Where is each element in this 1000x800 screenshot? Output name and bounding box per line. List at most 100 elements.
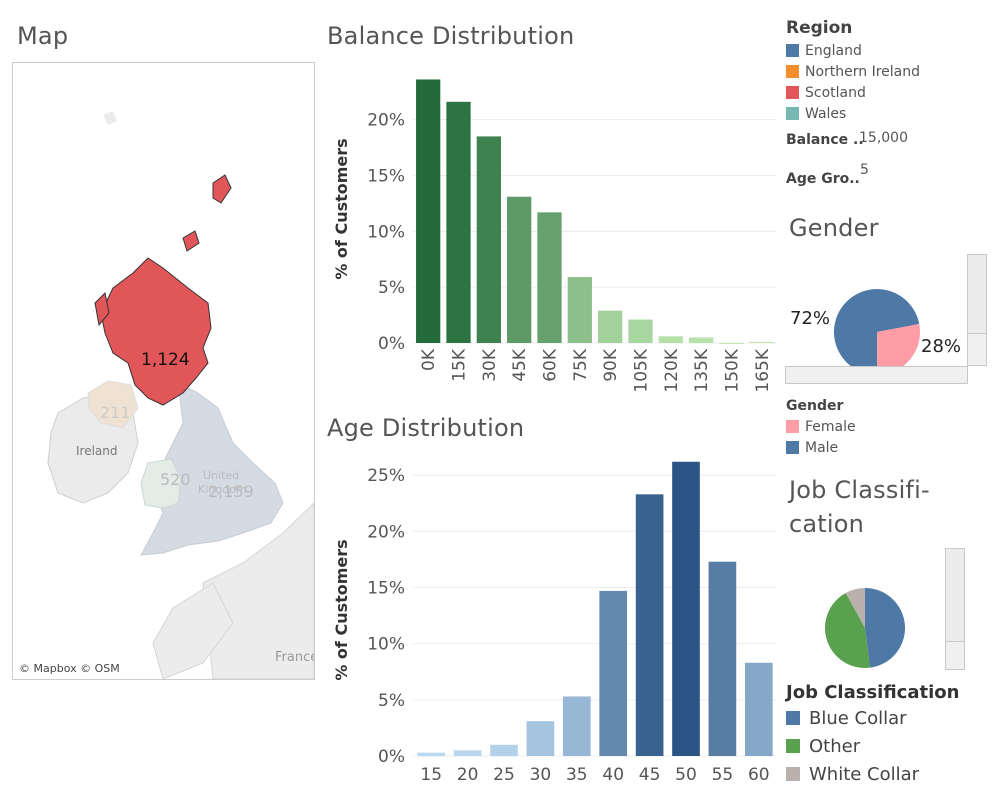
- job-legend-blue-collar[interactable]: Blue Collar: [786, 704, 959, 732]
- age-group-parameter-label: Age Gro..: [786, 171, 860, 187]
- job-pie[interactable]: [815, 578, 915, 678]
- y-tick-label: 20%: [367, 522, 405, 542]
- x-tick-label: 105K: [632, 348, 652, 392]
- x-tick-label: 30: [530, 765, 552, 785]
- map-view[interactable]: 1,124 211 Ireland 520 United Kingdom 2,1…: [12, 62, 315, 680]
- pie-slice[interactable]: [877, 323, 920, 370]
- bar[interactable]: [562, 696, 591, 756]
- balance-parameter-label: Balance ..: [786, 132, 864, 148]
- x-tick-label: 120K: [662, 348, 682, 392]
- bar[interactable]: [672, 461, 700, 756]
- region-legend-northern-ireland[interactable]: Northern Ireland: [786, 61, 986, 82]
- map-canvas[interactable]: 1,124 211 Ireland 520 United Kingdom 2,1…: [13, 63, 314, 679]
- job-legend: Job Classification Blue Collar Other Whi…: [786, 682, 959, 788]
- gender-legend-title: Gender: [786, 398, 844, 414]
- bar[interactable]: [416, 79, 441, 343]
- england-swatch: [786, 44, 799, 57]
- gender-pie[interactable]: [785, 270, 965, 370]
- bar[interactable]: [689, 337, 714, 343]
- bar[interactable]: [744, 662, 773, 756]
- bar[interactable]: [599, 590, 628, 756]
- bar[interactable]: [635, 494, 664, 756]
- legend-label: White Collar: [809, 763, 920, 785]
- gender-legend: Gender Female Male: [786, 398, 856, 458]
- x-tick-label: 55: [712, 765, 734, 785]
- bar[interactable]: [446, 101, 471, 343]
- bar[interactable]: [658, 336, 683, 343]
- job-title-line1: Job Classifi-: [789, 476, 930, 504]
- gender-legend-female[interactable]: Female: [786, 416, 856, 437]
- balance-chart[interactable]: 20% 15% 10% 5% 0% % of Customers 0K 15K 30K 45K 60…: [325, 58, 785, 398]
- bar[interactable]: [507, 196, 532, 343]
- other-swatch: [786, 739, 800, 753]
- bar[interactable]: [476, 136, 501, 343]
- bar[interactable]: [719, 343, 744, 344]
- bar[interactable]: [490, 744, 518, 756]
- x-tick-label: 60: [748, 765, 770, 785]
- legend-label: Wales: [805, 105, 847, 122]
- bar[interactable]: [708, 561, 737, 756]
- bar[interactable]: [749, 341, 774, 343]
- x-tick-label: 20: [457, 765, 479, 785]
- scotland-shape: [100, 257, 212, 406]
- male-swatch: [786, 441, 799, 454]
- map-attribution[interactable]: © Mapbox © OSM: [19, 662, 120, 675]
- legend-label: Female: [805, 418, 856, 435]
- y-tick-label: 25%: [367, 466, 405, 486]
- balance-chart-title: Balance Distribution: [327, 22, 575, 50]
- wales-swatch: [786, 107, 799, 120]
- x-tick-label: 45: [639, 765, 661, 785]
- region-legend-scotland[interactable]: Scotland: [786, 82, 986, 103]
- map-label-scotland: 1,124: [141, 350, 190, 370]
- bar[interactable]: [537, 212, 562, 343]
- legend-label: Blue Collar: [809, 707, 907, 729]
- gender-male-label: 72%: [790, 308, 831, 329]
- x-tick-label: 30K: [480, 348, 500, 382]
- gender-vertical-scrollbar[interactable]: [967, 254, 987, 366]
- gender-female-label: 28%: [921, 336, 962, 357]
- bar[interactable]: [453, 750, 482, 756]
- x-tick-label: 40: [602, 765, 624, 785]
- job-legend-other[interactable]: Other: [786, 732, 959, 760]
- france-shape: [202, 502, 314, 679]
- y-tick-label: 15%: [367, 167, 405, 187]
- gender-horizontal-scrollbar[interactable]: [785, 366, 968, 384]
- map-label-united: United: [203, 469, 239, 482]
- x-tick-label: 0K: [419, 348, 439, 371]
- scrollbar-thumb[interactable]: [968, 255, 986, 334]
- legend-label: Other: [809, 735, 861, 757]
- y-tick-label: 0%: [378, 747, 405, 767]
- x-tick-label: 60K: [541, 348, 561, 382]
- bar[interactable]: [567, 277, 592, 343]
- scrollbar-thumb[interactable]: [946, 549, 964, 642]
- scotland-swatch: [786, 86, 799, 99]
- bar[interactable]: [417, 752, 446, 756]
- job-vertical-scrollbar[interactable]: [945, 548, 965, 670]
- job-legend-white-collar[interactable]: White Collar: [786, 760, 959, 788]
- x-tick-label: 25: [493, 765, 515, 785]
- white-collar-swatch: [786, 767, 800, 781]
- balance-parameter-value[interactable]: 15,000: [859, 130, 908, 146]
- map-label-england: 2,159: [208, 482, 254, 501]
- y-tick-label: 5%: [378, 691, 405, 711]
- region-legend-title: Region: [786, 18, 853, 38]
- region-legend-wales[interactable]: Wales: [786, 103, 986, 124]
- region-legend-england[interactable]: England: [786, 40, 986, 61]
- map-label-northern-ireland: 211: [100, 403, 131, 422]
- pie-slice[interactable]: [825, 592, 871, 668]
- pie-slice[interactable]: [834, 289, 920, 370]
- bar[interactable]: [526, 721, 555, 756]
- bar[interactable]: [628, 319, 653, 343]
- pie-slice[interactable]: [865, 588, 906, 668]
- age-group-parameter-value[interactable]: 5: [860, 162, 869, 178]
- age-chart-title: Age Distribution: [327, 414, 525, 442]
- gender-legend-male[interactable]: Male: [786, 437, 856, 458]
- job-legend-title: Job Classification: [786, 682, 960, 703]
- age-chart[interactable]: 25% 20% 15% 10% 5% 0% % of Customers 15 20 25 30 35…: [325, 450, 785, 795]
- pie-slice[interactable]: [845, 588, 865, 628]
- bar[interactable]: [598, 310, 623, 343]
- x-tick-label: 150K: [723, 348, 743, 392]
- x-tick-label: 45K: [510, 348, 530, 382]
- northern-ireland-swatch: [786, 65, 799, 78]
- y-tick-label: 15%: [367, 579, 405, 599]
